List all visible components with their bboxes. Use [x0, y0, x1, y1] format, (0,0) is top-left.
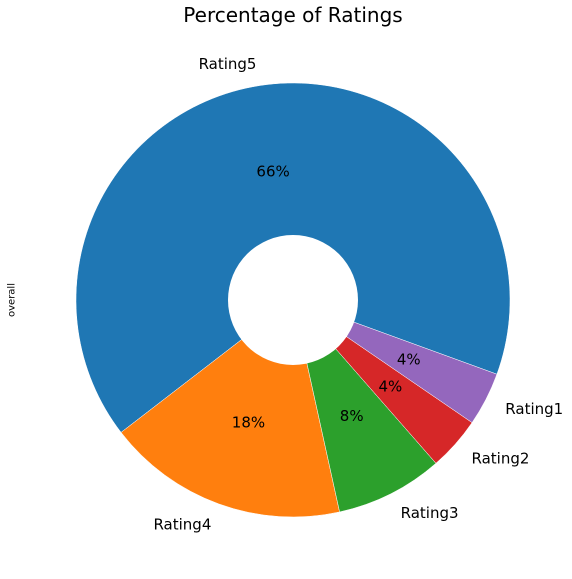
- pct-label-rating3: 8%: [340, 407, 364, 425]
- chart-title: Percentage of Ratings: [183, 3, 403, 27]
- pct-label-rating4: 18%: [232, 413, 265, 431]
- pct-label-rating5: 66%: [256, 162, 289, 180]
- slice-label-rating4: Rating4: [153, 515, 211, 533]
- slice-label-rating1: Rating1: [505, 400, 563, 418]
- slice-label-rating2: Rating2: [471, 449, 529, 467]
- pct-label-rating2: 4%: [378, 377, 402, 395]
- pct-label-rating1: 4%: [397, 351, 421, 369]
- slice-label-rating3: Rating3: [401, 504, 459, 522]
- donut-hole: [228, 235, 358, 365]
- slice-label-rating5: Rating5: [199, 55, 257, 73]
